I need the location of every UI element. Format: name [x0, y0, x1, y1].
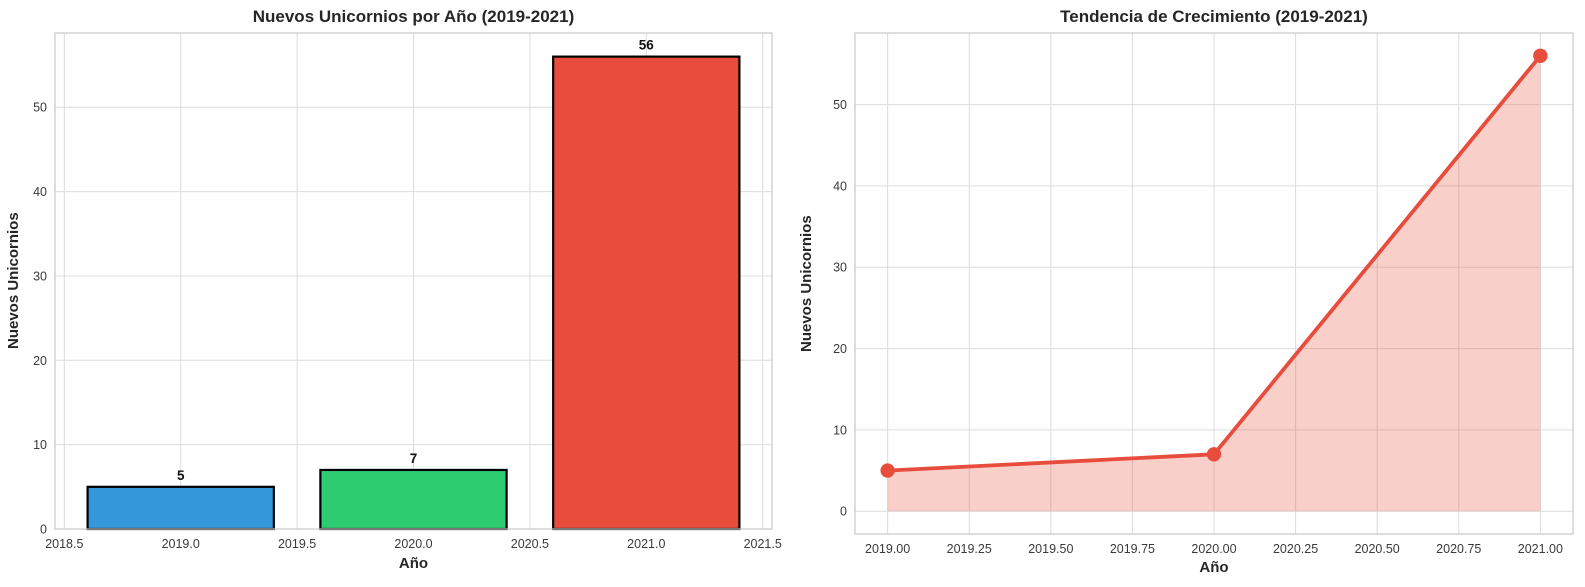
bar-value-label-2019: 5 [177, 468, 185, 483]
trend-area-fill [887, 55, 1541, 512]
y-tick-label: 30 [33, 269, 47, 283]
y-tick-label: 40 [33, 185, 47, 199]
bar-chart-title: Nuevos Unicornios por Año (2019-2021) [252, 7, 575, 26]
y-tick-label: 50 [833, 98, 847, 112]
x-tick-label: 2021.00 [1518, 542, 1563, 556]
y-tick-label: 40 [833, 179, 847, 193]
x-tick-label: 2020.0 [394, 537, 432, 551]
bar-value-label-2021: 56 [639, 38, 655, 53]
bar-value-label-2020: 7 [410, 451, 418, 466]
x-tick-label: 2019.0 [162, 537, 200, 551]
x-tick-label: 2019.50 [1028, 542, 1073, 556]
bar-2020 [319, 468, 508, 531]
y-tick-label: 20 [33, 354, 47, 368]
plot-border [854, 32, 1574, 535]
data-point-marker-2019 [880, 463, 895, 478]
x-tick-label: 2019.00 [865, 542, 910, 556]
x-tick-label: 2020.25 [1273, 542, 1318, 556]
y-tick-label: 0 [840, 505, 847, 519]
x-tick-label: 2020.00 [1191, 542, 1236, 556]
bar-2021 [552, 55, 741, 531]
bar-chart-x-axis-label: Año [398, 555, 429, 572]
x-tick-label: 2019.75 [1110, 542, 1155, 556]
x-tick-label: 2021.0 [627, 537, 665, 551]
x-tick-label: 2020.50 [1355, 542, 1400, 556]
y-tick-label: 10 [833, 423, 847, 437]
plot-border [54, 32, 773, 530]
line-chart-plot-area: 2019.00 2019.25 2019.50 2019.75 2020.00 2020.… [833, 32, 1574, 556]
y-tick-label: 30 [833, 261, 847, 275]
line-chart-title: Tendencia de Crecimiento (2019-2021) [1060, 7, 1368, 26]
x-tick-label: 2020.5 [511, 537, 549, 551]
x-tick-label: 2021.5 [744, 537, 782, 551]
y-tick-label: 50 [33, 101, 47, 115]
line-chart-panel: Tendencia de Crecimiento (2019-2021) Nue… [793, 0, 1585, 587]
y-tick-label: 0 [40, 523, 47, 537]
bar-chart-panel: Nuevos Unicornios por Año (2019-2021) Nu… [5, 7, 782, 572]
y-tick-label: 10 [33, 438, 47, 452]
bar-chart-plot-area: 5 7 56 2018.5 2019.0 2019.5 2020.0 2020.5 2021.0… [33, 32, 782, 551]
data-point-marker-2020 [1206, 447, 1222, 462]
data-point-marker-2021 [1533, 48, 1548, 63]
bar-2019 [86, 485, 275, 531]
x-tick-label: 2019.25 [947, 542, 992, 556]
x-tick-label: 2019.5 [278, 537, 316, 551]
x-tick-label: 2018.5 [45, 537, 83, 551]
y-tick-label: 20 [833, 342, 847, 356]
line-chart-x-axis-label: Año [1199, 559, 1229, 576]
x-tick-label: 2020.75 [1436, 542, 1481, 556]
